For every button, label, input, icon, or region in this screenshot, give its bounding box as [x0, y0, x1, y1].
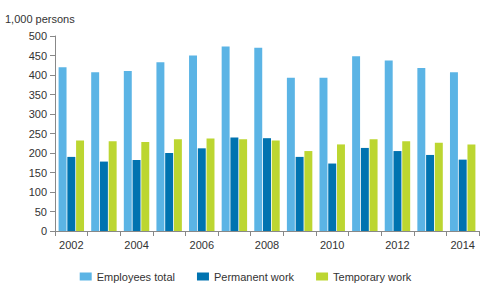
svg-text:2006: 2006	[190, 239, 214, 251]
svg-text:100: 100	[29, 186, 47, 198]
svg-text:Employees total: Employees total	[97, 271, 175, 283]
svg-text:50: 50	[35, 206, 47, 218]
svg-text:200: 200	[29, 147, 47, 159]
svg-text:150: 150	[29, 167, 47, 179]
svg-text:2012: 2012	[385, 239, 409, 251]
svg-text:350: 350	[29, 89, 47, 101]
svg-text:2014: 2014	[450, 239, 474, 251]
svg-text:300: 300	[29, 108, 47, 120]
svg-text:0: 0	[41, 225, 47, 237]
svg-text:Temporary work: Temporary work	[333, 271, 412, 283]
svg-text:500: 500	[29, 30, 47, 42]
svg-text:450: 450	[29, 50, 47, 62]
svg-text:250: 250	[29, 128, 47, 140]
svg-text:Permanent work: Permanent work	[214, 271, 295, 283]
svg-text:2002: 2002	[59, 239, 83, 251]
svg-text:2008: 2008	[255, 239, 279, 251]
svg-text:400: 400	[29, 69, 47, 81]
svg-text:2004: 2004	[124, 239, 148, 251]
svg-text:1,000 persons: 1,000 persons	[5, 13, 75, 25]
svg-text:2010: 2010	[320, 239, 344, 251]
